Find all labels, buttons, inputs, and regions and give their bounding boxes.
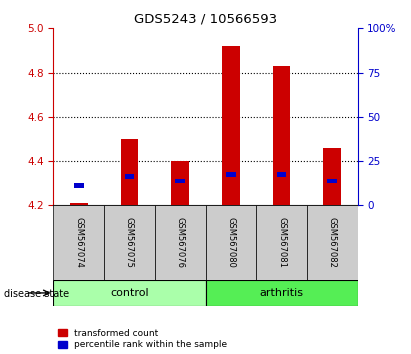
Bar: [323, 148, 341, 205]
Bar: [74, 183, 84, 188]
Bar: [307, 205, 358, 280]
Bar: [171, 161, 189, 205]
Text: control: control: [110, 288, 149, 298]
Bar: [53, 280, 206, 306]
Bar: [206, 280, 358, 306]
Text: disease state: disease state: [4, 289, 69, 299]
Bar: [206, 205, 256, 280]
Bar: [120, 139, 139, 205]
Bar: [104, 205, 155, 280]
Bar: [70, 203, 88, 205]
Bar: [155, 205, 206, 280]
Bar: [277, 172, 286, 177]
Bar: [327, 178, 337, 183]
Bar: [226, 172, 236, 177]
Bar: [125, 174, 134, 179]
Text: GSM567074: GSM567074: [74, 217, 83, 268]
Text: GSM567076: GSM567076: [175, 217, 185, 268]
Bar: [175, 178, 185, 183]
Bar: [272, 66, 291, 205]
Text: arthritis: arthritis: [259, 288, 304, 298]
Text: GSM567082: GSM567082: [328, 217, 337, 268]
Bar: [256, 205, 307, 280]
Bar: [222, 46, 240, 205]
Legend: transformed count, percentile rank within the sample: transformed count, percentile rank withi…: [58, 329, 227, 349]
Text: GSM567075: GSM567075: [125, 217, 134, 268]
Title: GDS5243 / 10566593: GDS5243 / 10566593: [134, 13, 277, 26]
Bar: [53, 205, 104, 280]
Text: GSM567081: GSM567081: [277, 217, 286, 268]
Text: GSM567080: GSM567080: [226, 217, 236, 268]
